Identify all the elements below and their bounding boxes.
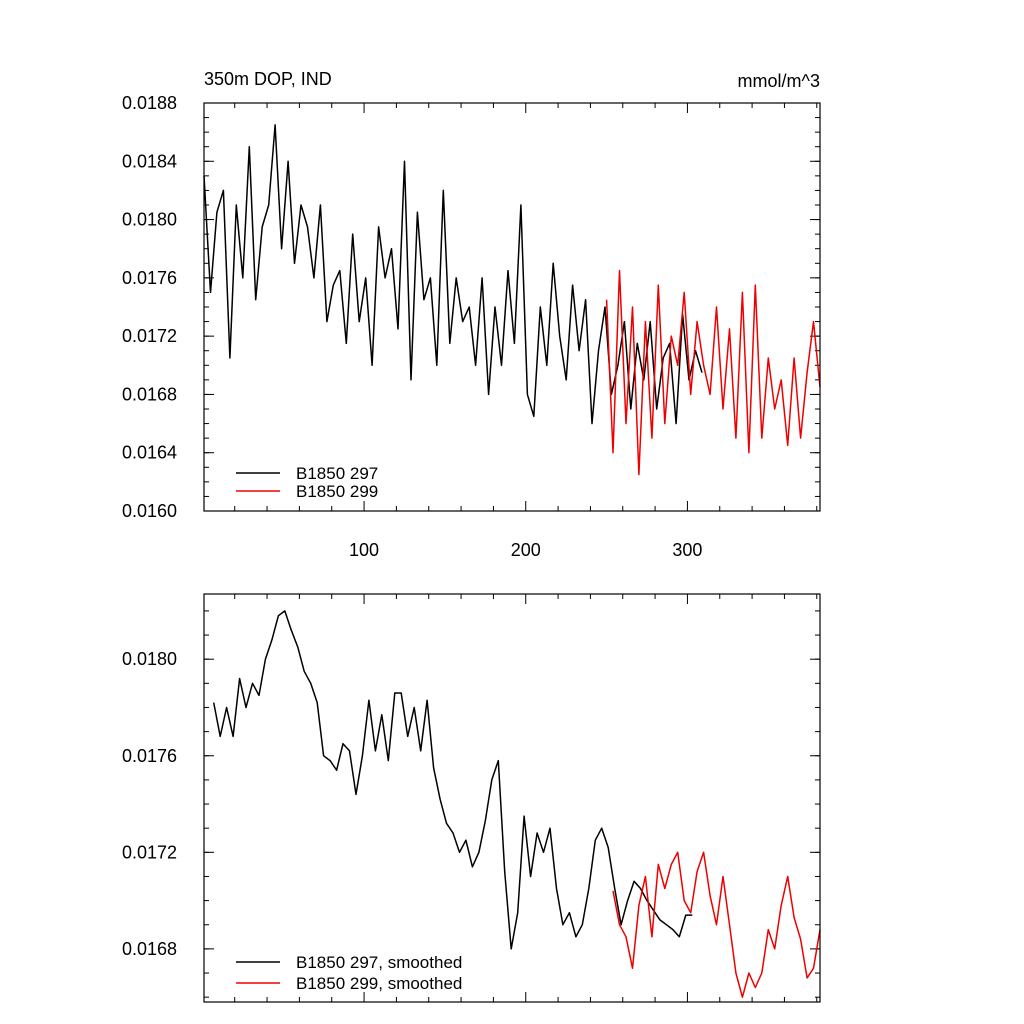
legend-label-smoothed1: B1850 297, smoothed xyxy=(296,953,462,972)
x-tick-label: 300 xyxy=(672,540,702,560)
y-tick-label: 0.0180 xyxy=(122,210,177,230)
bottom-legend: B1850 297, smoothed B1850 299, smoothed xyxy=(236,953,462,993)
x-tick-label: 200 xyxy=(511,540,541,560)
y-tick-label: 0.0160 xyxy=(122,501,177,521)
legend-label-smoothed2: B1850 299, smoothed xyxy=(296,974,462,993)
series-line-2 xyxy=(605,269,821,476)
legend-label-series2: B1850 299 xyxy=(296,482,378,501)
series-line-1 xyxy=(203,124,703,425)
y-tick-label: 0.0168 xyxy=(122,939,177,959)
bottom-panel-series xyxy=(212,610,821,998)
y-tick-label: 0.0172 xyxy=(122,842,177,862)
bottom-panel-ticks: 0.0168 0.0172 0.0176 0.0180 xyxy=(122,594,820,1002)
y-tick-label: 0.0188 xyxy=(122,93,177,113)
top-panel-ticks: 100 200 300 0.0160 0.0164 0.0168 0.0172 0.0176 0… xyxy=(122,93,820,560)
top-legend: B1850 297 B1850 299 xyxy=(236,464,378,501)
y-tick-label: 0.0172 xyxy=(122,326,177,346)
y-tick-label: 0.0184 xyxy=(122,151,177,171)
bottom-panel: 0.0168 0.0172 0.0176 0.0180 B1850 297, smoo… xyxy=(122,593,821,1003)
top-panel: 350m DOP, IND mmol/m^3 100 200 300 0.0160 0.… xyxy=(122,69,821,560)
y-tick-label: 0.0180 xyxy=(122,649,177,669)
series-line-2 xyxy=(612,851,821,998)
y-tick-label: 0.0176 xyxy=(122,268,177,288)
bottom-plot-frame xyxy=(203,593,821,1003)
series-line-1 xyxy=(212,610,693,950)
top-plot-frame xyxy=(203,102,821,512)
panel-title: 350m DOP, IND xyxy=(204,69,332,89)
legend-label-series1: B1850 297 xyxy=(296,464,378,483)
y-tick-label: 0.0168 xyxy=(122,384,177,404)
units-label: mmol/m^3 xyxy=(738,71,820,91)
y-tick-label: 0.0164 xyxy=(122,443,177,463)
top-panel-series xyxy=(203,124,821,476)
y-tick-label: 0.0176 xyxy=(122,746,177,766)
x-tick-label: 100 xyxy=(349,540,379,560)
